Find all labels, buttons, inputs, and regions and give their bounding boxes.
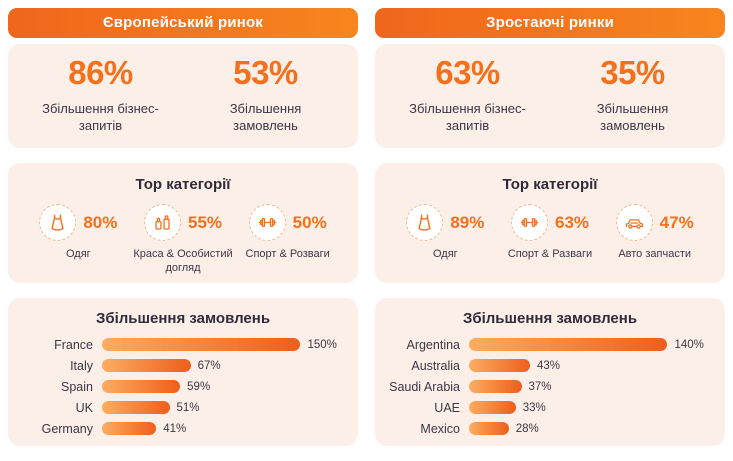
column-emerging-markets: Зростаючі ринки 63% Збільшення бізнес-за… (375, 8, 725, 451)
stat-business-inquiries: 63% Збільшення бізнес-запитів (385, 54, 550, 134)
bar (469, 401, 516, 414)
bar (102, 359, 191, 372)
bar (102, 380, 181, 393)
bar-value-label: 37% (528, 380, 552, 393)
bar-value-label: 67% (197, 359, 221, 372)
bar (102, 422, 157, 435)
european-header-stats-section: Європейський ринок 86% Збільшення бізнес… (8, 8, 358, 148)
stat-label: Збільшення замовлень (596, 100, 669, 133)
category-label: Авто запчасти (618, 248, 692, 260)
bar-row: France 150% (22, 336, 344, 353)
category-label: Одяг (65, 248, 91, 260)
bar-row: Italy 67% (22, 357, 344, 374)
category-label: Спорт & Розваги (245, 248, 330, 260)
bar-value-label: 140% (674, 338, 704, 351)
bar-category-label: Germany (41, 421, 93, 436)
stat-label: Збільшення бізнес-запитів (42, 100, 159, 133)
stat-business-inquiries: 86% Збільшення бізнес-запитів (18, 54, 183, 134)
bar (102, 338, 301, 351)
category-label: Одяг (432, 248, 458, 260)
dumbbell-icon (510, 204, 548, 241)
card-title: Тор категорії (135, 176, 231, 193)
emerging-stats-card: 63% Збільшення бізнес-запитів 35% Збільш… (375, 44, 725, 148)
bar (102, 401, 170, 414)
category-item-clothing: 89% Одяг (393, 204, 498, 261)
bar-row: UK 51% (22, 399, 344, 416)
bar-row: Spain 59% (22, 378, 344, 395)
card-title: Тор категорії (502, 176, 598, 193)
bar-value-label: 59% (187, 380, 211, 393)
bar-value-label: 51% (176, 401, 200, 414)
bar-chart: France 150% Italy 67% Spain (22, 336, 344, 437)
column-european-market: Європейський ринок 86% Збільшення бізнес… (8, 8, 358, 451)
bar-row: Mexico 28% (389, 420, 711, 437)
category-item-clothing: 80% Одяг (26, 204, 131, 276)
bar-category-label: Italy (70, 358, 93, 373)
bar-category-label: Australia (411, 358, 460, 373)
dress-icon (39, 204, 77, 241)
bar-category-label: Saudi Arabia (389, 379, 460, 394)
stat-value: 53% (233, 53, 298, 91)
bar-category-label: Spain (61, 379, 93, 394)
category-percent: 50% (292, 212, 327, 232)
stat-value: 63% (435, 53, 500, 91)
bar-category-label: Mexico (420, 421, 460, 436)
emerging-orders-chart-card: Збільшення замовлень Argentina 140% Aust… (375, 298, 725, 446)
bar-value-label: 43% (536, 359, 560, 372)
bar-row: UAE 33% (389, 399, 711, 416)
category-percent: 55% (187, 212, 223, 232)
category-item-beauty: 55% Краса & Особистий догляд (131, 204, 236, 276)
bar-row: Germany 41% (22, 420, 344, 437)
category-percent: 80% (83, 212, 118, 232)
european-orders-chart-card: Збільшення замовлень France 150% Italy 6… (8, 298, 358, 446)
header-pill-emerging: Зростаючі ринки (375, 8, 725, 38)
bar (469, 422, 509, 435)
bar-category-label: UAE (434, 400, 460, 415)
stat-label: Збільшення замовлень (229, 100, 302, 133)
bar-value-label: 33% (522, 401, 546, 414)
stat-orders: 53% Збільшення замовлень (183, 54, 348, 134)
bar-row: Argentina 140% (389, 336, 711, 353)
car-icon (615, 204, 653, 241)
header-pill-european: Європейський ринок (8, 8, 358, 38)
category-label: Краса & Особистий догляд (133, 248, 233, 275)
chart-title: Збільшення замовлень (95, 310, 271, 327)
bar-value-label: 28% (515, 422, 539, 435)
stat-label: Збільшення бізнес-запитів (409, 100, 526, 133)
category-label: Спорт & Разваги (507, 248, 593, 260)
emerging-top-categories-card: Тор категорії 89% Одяг (375, 163, 725, 283)
bar-row: Australia 43% (389, 357, 711, 374)
category-item-sports: 63% Спорт & Разваги (498, 204, 603, 261)
category-percent: 63% (554, 212, 590, 232)
categories-row: 80% Одяг 55% (16, 204, 350, 276)
stat-value: 35% (600, 53, 665, 91)
european-stats-card: 86% Збільшення бізнес-запитів 53% Збільш… (8, 44, 358, 148)
category-percent: 47% (659, 212, 694, 232)
categories-row: 89% Одяг (383, 204, 717, 261)
category-percent: 89% (450, 212, 485, 232)
bar (469, 380, 522, 393)
bar-category-label: Argentina (406, 337, 460, 352)
cosmetics-icon (143, 204, 181, 241)
dress-icon (406, 204, 444, 241)
bar (469, 359, 530, 372)
dumbbell-icon (248, 204, 286, 241)
stat-orders: 35% Збільшення замовлень (550, 54, 715, 134)
category-item-auto-parts: 47% Авто запчасти (602, 204, 707, 261)
bar (469, 338, 668, 351)
bar-category-label: France (54, 337, 93, 352)
bar-category-label: UK (75, 400, 93, 415)
bar-value-label: 41% (163, 422, 187, 435)
bar-value-label: 150% (307, 338, 337, 351)
bar-chart: Argentina 140% Australia 43% Saudi Arabi… (389, 336, 711, 437)
chart-title: Збільшення замовлень (462, 310, 638, 327)
bar-row: Saudi Arabia 37% (389, 378, 711, 395)
stat-value: 86% (68, 53, 133, 91)
emerging-header-stats-section: Зростаючі ринки 63% Збільшення бізнес-за… (375, 8, 725, 148)
european-top-categories-card: Тор категорії 80% Одяг (8, 163, 358, 283)
category-item-sports: 50% Спорт & Розваги (235, 204, 340, 276)
